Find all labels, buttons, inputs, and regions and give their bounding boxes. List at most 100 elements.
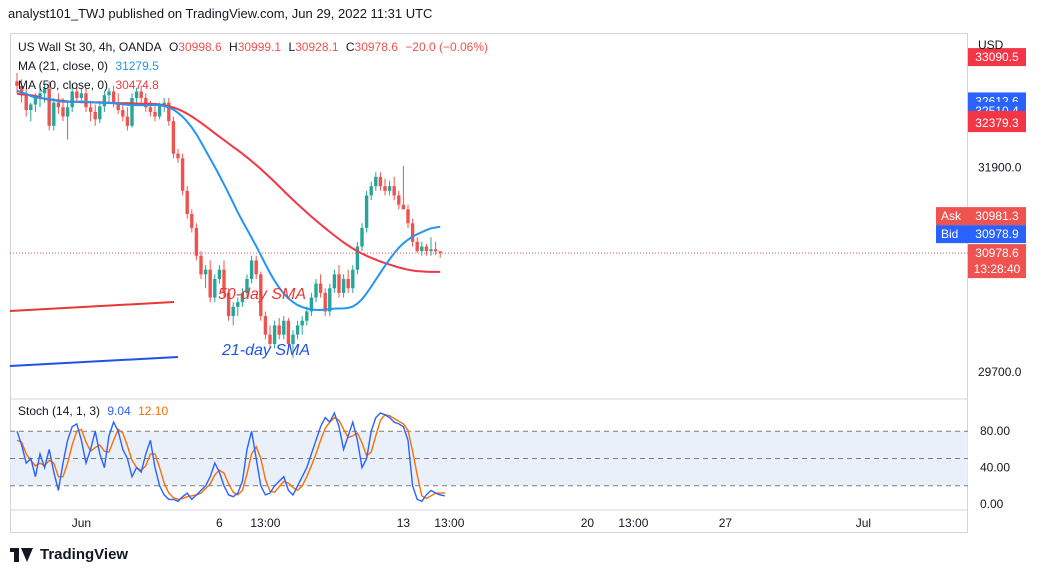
candle-body [355, 246, 360, 270]
legend-stoch[interactable]: Stoch (14, 1, 3) 9.04 12.10 [18, 404, 172, 418]
stoch-k-line [16, 411, 445, 503]
candle-body [93, 111, 97, 120]
candle-body [387, 186, 392, 191]
candle-body [282, 320, 286, 335]
publish-header: analyst101_TWJ published on TradingView.… [8, 6, 433, 21]
candle-body [176, 153, 180, 159]
candle-body [318, 283, 323, 293]
tradingview-logo-icon [10, 547, 34, 562]
legend-l: L30928.1 [288, 40, 339, 54]
candle-body [360, 227, 364, 247]
candle-body [268, 334, 272, 344]
legend-ma50[interactable]: MA (50, close, 0) 30474.8 [18, 78, 163, 92]
candle-body [420, 246, 424, 252]
candle-body [300, 320, 304, 326]
stoch-tick-label: 80.00 [980, 424, 1010, 438]
candle-body [259, 274, 263, 317]
candle-body [65, 107, 70, 117]
candle-body [185, 190, 189, 214]
candle-body [75, 91, 79, 98]
candle-body [337, 274, 341, 293]
candle-body [286, 320, 291, 344]
ask-value-tag-bg [968, 207, 1026, 226]
candle-body [401, 204, 406, 210]
ma21-line [16, 89, 441, 312]
stoch-tick-label: 0.00 [980, 497, 1004, 511]
candle-body [295, 325, 300, 335]
candle-body [102, 95, 107, 107]
price-tag: 33090.5 [975, 50, 1019, 64]
candle-body [236, 302, 240, 307]
price-tag-bg [968, 114, 1026, 133]
candle-body [438, 251, 442, 254]
candle-body [429, 249, 433, 252]
candle-body [272, 325, 277, 344]
sma21-sample-line [9, 356, 179, 367]
candle-body [291, 334, 295, 344]
candle-body [383, 186, 387, 191]
candle-body [148, 107, 153, 112]
candle-body [52, 102, 56, 126]
candle-body [323, 292, 327, 312]
candle-body [171, 121, 176, 154]
ask-label: Ask [941, 209, 962, 223]
legend-stoch-label: Stoch (14, 1, 3) [18, 404, 101, 418]
currency-label: USD [978, 38, 1004, 52]
legend-ma21-value: 31279.5 [115, 59, 159, 73]
candle-body [254, 260, 258, 275]
candle-body [351, 269, 355, 289]
candle-body [190, 214, 194, 228]
candle-body [98, 106, 102, 120]
candle-body [88, 107, 93, 112]
chart-frame [10, 33, 968, 533]
ask-label-bg [936, 207, 968, 226]
bid-value-tag: 30978.9 [975, 227, 1019, 241]
candle-body [167, 102, 171, 122]
candle-body [134, 91, 139, 98]
candle-body [341, 278, 346, 293]
candle-body [415, 241, 419, 252]
time-tick-label: 13:00 [618, 516, 648, 530]
legend-change: −20.0 (−0.06%) [405, 40, 488, 54]
time-tick-label: 20 [581, 516, 595, 530]
candle-body [263, 316, 268, 335]
candle-body [203, 269, 208, 275]
candle-body [378, 176, 383, 187]
legend-ma50-value: 30474.8 [115, 78, 159, 92]
candle-body [38, 93, 42, 98]
candle-body [433, 249, 438, 252]
legend-ma21-label: MA (21, close, 0) [18, 59, 109, 73]
candle-body [424, 246, 429, 252]
candle-body [374, 176, 378, 187]
candle-body [157, 106, 162, 117]
legend-stoch-d: 12.10 [138, 404, 169, 418]
candle-body [111, 91, 116, 103]
candle-body [346, 278, 350, 289]
candle-body [314, 283, 318, 298]
time-tick-label: 13:00 [434, 516, 464, 530]
candle-body [70, 91, 74, 108]
candle-body [249, 260, 254, 279]
candle-body [15, 81, 19, 86]
sma50-sample-line [9, 301, 175, 312]
countdown-tag: 13:28:40 [974, 262, 1021, 276]
candle-body [369, 186, 373, 196]
stoch-tick-label: 40.00 [980, 461, 1010, 475]
candle-body [305, 311, 309, 321]
candle-body [226, 292, 231, 317]
legend-stoch-k: 9.04 [107, 404, 131, 418]
candle-body [61, 107, 65, 117]
candle-body [47, 88, 51, 126]
ask-value-tag: 30981.3 [975, 209, 1019, 223]
legend-ma21[interactable]: MA (21, close, 0) 31279.5 [18, 59, 163, 73]
candle-body [24, 93, 28, 111]
candle-body [277, 325, 281, 335]
time-tick-label: 13 [397, 516, 411, 530]
candle-body [79, 93, 84, 98]
legend-o: O30998.6 [168, 40, 222, 54]
candle-body [42, 88, 47, 94]
candle-body [121, 110, 125, 117]
candle-body [84, 93, 88, 108]
tradingview-footer[interactable]: TradingView [10, 546, 128, 563]
